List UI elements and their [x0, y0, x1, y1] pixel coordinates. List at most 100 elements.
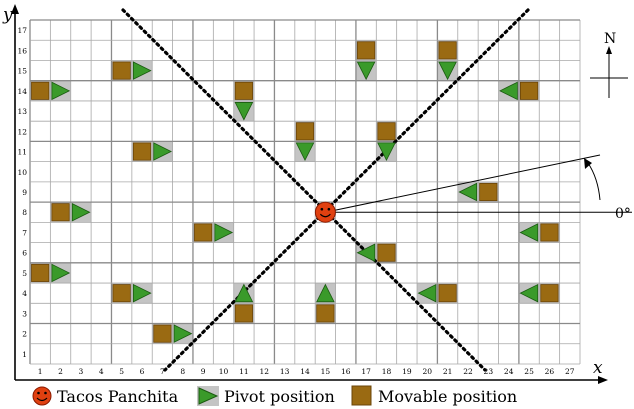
x-tick-label: 13	[280, 367, 290, 376]
y-tick-label: 15	[17, 67, 27, 76]
x-tick-label: 6	[140, 367, 145, 376]
x-axis-arrow-icon	[598, 376, 608, 384]
y-tick-label: 16	[17, 46, 27, 55]
pivot-position	[438, 61, 457, 81]
x-tick-label: 20	[422, 367, 432, 376]
x-tick-label: 19	[402, 367, 412, 376]
movable-position	[540, 284, 559, 303]
x-tick-label: 25	[524, 367, 534, 376]
x-tick-label: 4	[99, 367, 104, 376]
angle-indicator	[325, 154, 632, 213]
x-tick-label: 8	[180, 367, 185, 376]
movable-position	[153, 324, 172, 343]
movable-position	[234, 81, 253, 100]
movable-position	[377, 243, 396, 262]
x-tick-label: 27	[565, 367, 575, 376]
tacos-panchita-marker	[314, 201, 336, 223]
smiley-eye-right	[327, 207, 331, 211]
x-axis-label: x	[593, 358, 603, 378]
pivot-position	[316, 283, 335, 303]
movable-position	[132, 142, 152, 161]
y-tick-label: 6	[22, 249, 27, 258]
x-tick-label: 22	[463, 367, 473, 376]
pivot-position	[132, 61, 152, 80]
legend-label: Movable position	[378, 387, 517, 406]
angle-label: 0°	[615, 206, 631, 222]
y-tick-label: 3	[22, 309, 27, 318]
x-tick-label: 16	[341, 367, 351, 376]
movable-position	[234, 304, 253, 323]
y-tick-label: 2	[22, 330, 27, 339]
smiley-mouth	[319, 213, 331, 218]
x-tick-label: 3	[79, 367, 84, 376]
angle-arc	[587, 162, 601, 201]
y-axis-label: y	[2, 5, 13, 25]
movable-position	[295, 122, 315, 141]
legend: Tacos Panchita Pivot position Movable po…	[32, 385, 517, 406]
y-tick-label: 13	[17, 107, 27, 116]
pivot-position	[234, 283, 254, 303]
pivot-position	[377, 142, 396, 162]
diagonal-lines	[121, 8, 530, 372]
movable-position	[31, 263, 50, 282]
diagonal-line-descending	[121, 8, 487, 372]
y-tick-label: 4	[22, 289, 27, 298]
x-tick-label: 21	[443, 367, 453, 376]
y-axis-arrow-icon	[11, 4, 19, 14]
positions	[31, 41, 559, 343]
smiley-eye-left	[320, 207, 324, 211]
movable-position	[357, 41, 376, 60]
x-tick-label: 18	[382, 367, 392, 376]
pivot-position	[51, 81, 71, 101]
y-tick-label: 14	[17, 87, 27, 96]
pivot-position	[173, 324, 193, 343]
pivot-position	[71, 202, 91, 222]
x-tick-label: 26	[545, 367, 555, 376]
pivot-position	[356, 243, 376, 262]
pivot-position	[234, 102, 254, 121]
movable-position	[519, 81, 539, 100]
y-tick-label: 9	[22, 188, 27, 197]
pivot-position	[499, 81, 518, 101]
movable-position	[31, 81, 50, 100]
diagonal-line-ascending	[163, 8, 530, 372]
movable-position	[540, 223, 559, 242]
tacos-smiley-icon	[314, 201, 336, 223]
pivot-position	[356, 61, 376, 81]
x-tick-label: 12	[259, 367, 269, 376]
pivot-position	[214, 223, 234, 242]
y-tick-label: 8	[22, 208, 27, 217]
compass-arrow-icon	[606, 46, 612, 54]
pivot-position	[153, 142, 172, 161]
pivot-position	[132, 283, 152, 303]
legend-item-pivot: Pivot position	[197, 386, 335, 406]
movable-position	[438, 41, 457, 60]
smiley-mouth	[36, 397, 48, 402]
brown-square-icon	[351, 385, 372, 406]
movable-position	[377, 122, 396, 141]
movable-position	[112, 61, 131, 80]
y-tick-label: 7	[22, 228, 27, 237]
x-tick-label: 23	[484, 367, 494, 376]
x-tick-label: 7	[160, 367, 165, 376]
x-tick-label: 2	[58, 367, 63, 376]
angle-arrow-icon	[584, 158, 592, 169]
legend-item-movable: Movable position	[351, 385, 517, 406]
compass-label: N	[604, 31, 616, 47]
legend-item-tacos: Tacos Panchita	[32, 386, 179, 406]
movable-position	[51, 203, 70, 222]
smiley-eye-right	[44, 391, 47, 395]
movable-position	[194, 223, 213, 242]
x-tick-label: 24	[504, 367, 514, 376]
pivot-position	[458, 182, 478, 202]
pivot-position	[519, 283, 539, 303]
x-tick-label: 14	[300, 367, 310, 376]
pivot-position	[51, 263, 71, 283]
pivot-position	[295, 142, 315, 162]
legend-label: Tacos Panchita	[57, 387, 179, 406]
y-tick-label: 1	[22, 350, 27, 359]
y-tick-label: 5	[22, 269, 27, 278]
x-tick-label: 9	[201, 367, 206, 376]
smiley-icon	[32, 386, 52, 406]
